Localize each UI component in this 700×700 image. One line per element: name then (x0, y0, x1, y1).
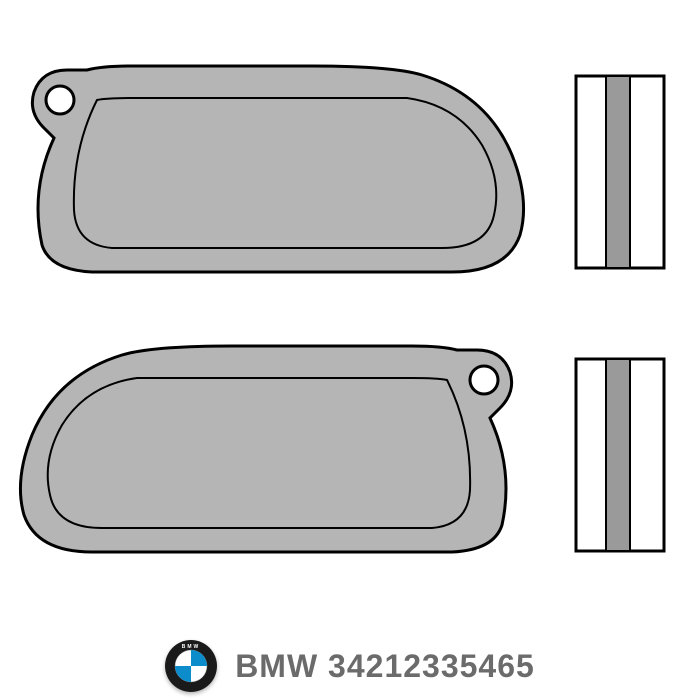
svg-text:BMW: BMW (182, 644, 201, 650)
brake-pad-bottom (12, 330, 532, 570)
part-label: BMW 34212335465 (235, 648, 535, 685)
brake-pad-side-bottom (570, 355, 670, 555)
diagram-canvas (0, 0, 700, 700)
brake-pad-top (12, 50, 532, 290)
part-number-text: 34212335465 (328, 648, 535, 684)
footer: BMW BMW 34212335465 (0, 640, 700, 692)
brake-pad-side-top (570, 72, 670, 272)
brand-text: BMW (235, 648, 318, 684)
bmw-logo-icon: BMW (165, 640, 217, 692)
